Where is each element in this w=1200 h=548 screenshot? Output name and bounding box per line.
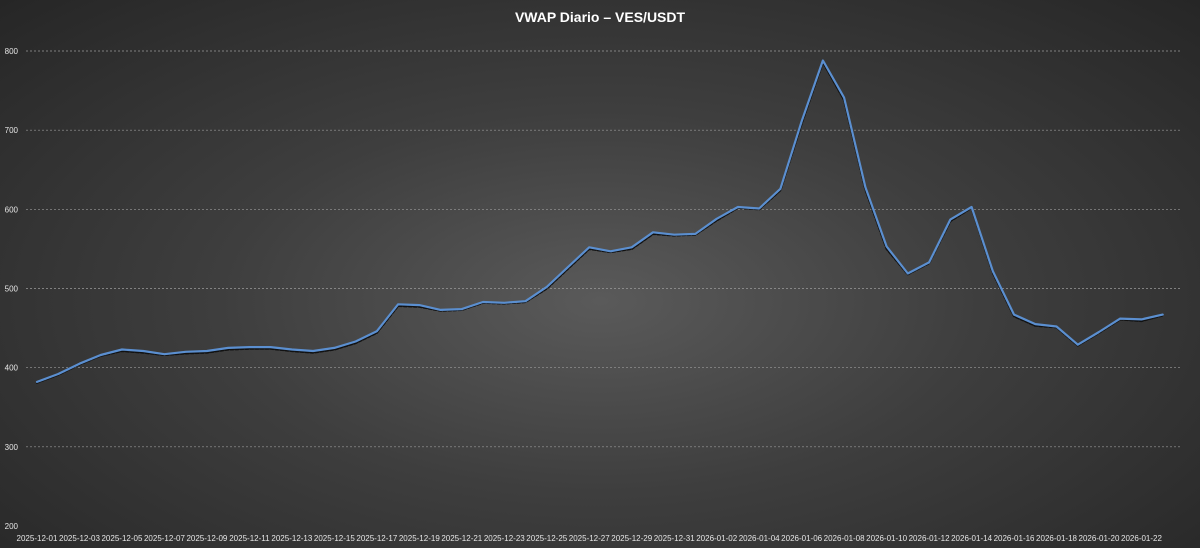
x-tick-label: 2025-12-15	[314, 534, 355, 543]
x-tick-label: 2026-01-18	[1036, 534, 1077, 543]
x-tick-label: 2025-12-31	[654, 534, 695, 543]
y-axis-ticks: 200 300 400 500 600 700 800	[5, 47, 19, 531]
x-tick-label: 2025-12-21	[441, 534, 482, 543]
x-tick-label: 2025-12-11	[229, 534, 270, 543]
x-tick-label: 2026-01-04	[739, 534, 780, 543]
x-tick-label: 2026-01-22	[1121, 534, 1162, 543]
y-tick-label: 600	[5, 205, 19, 214]
x-tick-label: 2025-12-19	[399, 534, 440, 543]
x-tick-label: 2025-12-27	[569, 534, 610, 543]
x-tick-label: 2025-12-07	[144, 534, 185, 543]
y-tick-label: 200	[5, 522, 19, 531]
x-tick-label: 2025-12-01	[17, 534, 58, 543]
x-tick-label: 2026-01-06	[781, 534, 822, 543]
plot-area	[35, 59, 1164, 384]
x-tick-label: 2025-12-23	[484, 534, 525, 543]
y-tick-label: 300	[5, 443, 19, 452]
y-tick-label: 800	[5, 47, 19, 56]
y-tick-label: 500	[5, 285, 19, 294]
x-tick-label: 2025-12-29	[611, 534, 652, 543]
x-tick-label: 2026-01-10	[866, 534, 907, 543]
x-tick-label: 2026-01-20	[1079, 534, 1120, 543]
x-tick-label: 2025-12-03	[59, 534, 100, 543]
y-tick-label: 400	[5, 364, 19, 373]
x-tick-label: 2025-12-09	[186, 534, 227, 543]
x-axis-ticks: 2025-12-01 2025-12-03 2025-12-05 2025-12-07…	[17, 534, 1163, 543]
x-tick-label: 2026-01-02	[696, 534, 737, 543]
x-tick-label: 2026-01-12	[909, 534, 950, 543]
x-tick-label: 2026-01-08	[824, 534, 865, 543]
x-tick-label: 2025-12-05	[101, 534, 142, 543]
x-tick-label: 2025-12-17	[356, 534, 397, 543]
chart-title: VWAP Diario – VES/USDT	[515, 9, 686, 25]
gridlines	[26, 50, 1182, 448]
x-tick-label: 2025-12-25	[526, 534, 567, 543]
series-line-solid	[35, 59, 1164, 383]
y-tick-label: 700	[5, 126, 19, 135]
x-tick-label: 2025-12-13	[271, 534, 312, 543]
series-line-dashed	[35, 60, 1164, 384]
x-tick-label: 2026-01-14	[951, 534, 992, 543]
x-tick-label: 2026-01-16	[994, 534, 1035, 543]
